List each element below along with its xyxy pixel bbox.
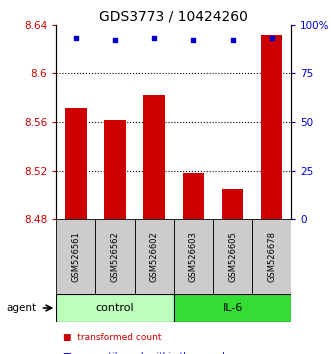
Text: GSM526603: GSM526603 [189,231,198,282]
Text: GSM526602: GSM526602 [150,231,159,282]
Point [269,35,274,41]
Bar [143,95,165,219]
Point [230,38,235,43]
FancyBboxPatch shape [174,294,291,322]
Point [113,38,118,43]
FancyBboxPatch shape [135,219,174,294]
FancyBboxPatch shape [95,219,135,294]
Text: IL-6: IL-6 [222,303,243,313]
Title: GDS3773 / 10424260: GDS3773 / 10424260 [99,10,248,24]
FancyBboxPatch shape [174,219,213,294]
Text: GSM526678: GSM526678 [267,231,276,282]
Text: ■  percentile rank within the sample: ■ percentile rank within the sample [63,352,230,354]
FancyBboxPatch shape [213,219,252,294]
Text: GSM526562: GSM526562 [111,231,119,282]
FancyBboxPatch shape [56,294,174,322]
Bar [183,173,204,219]
Bar [261,35,282,219]
Text: GSM526605: GSM526605 [228,231,237,282]
Point [191,38,196,43]
FancyBboxPatch shape [252,219,291,294]
Text: ■  transformed count: ■ transformed count [63,333,162,342]
Bar [65,108,87,219]
Text: agent: agent [7,303,37,313]
FancyBboxPatch shape [56,219,95,294]
Bar [222,189,243,219]
Point [152,35,157,41]
Bar [104,120,126,219]
Text: control: control [96,303,134,313]
Point [73,35,78,41]
Text: GSM526561: GSM526561 [71,231,80,282]
